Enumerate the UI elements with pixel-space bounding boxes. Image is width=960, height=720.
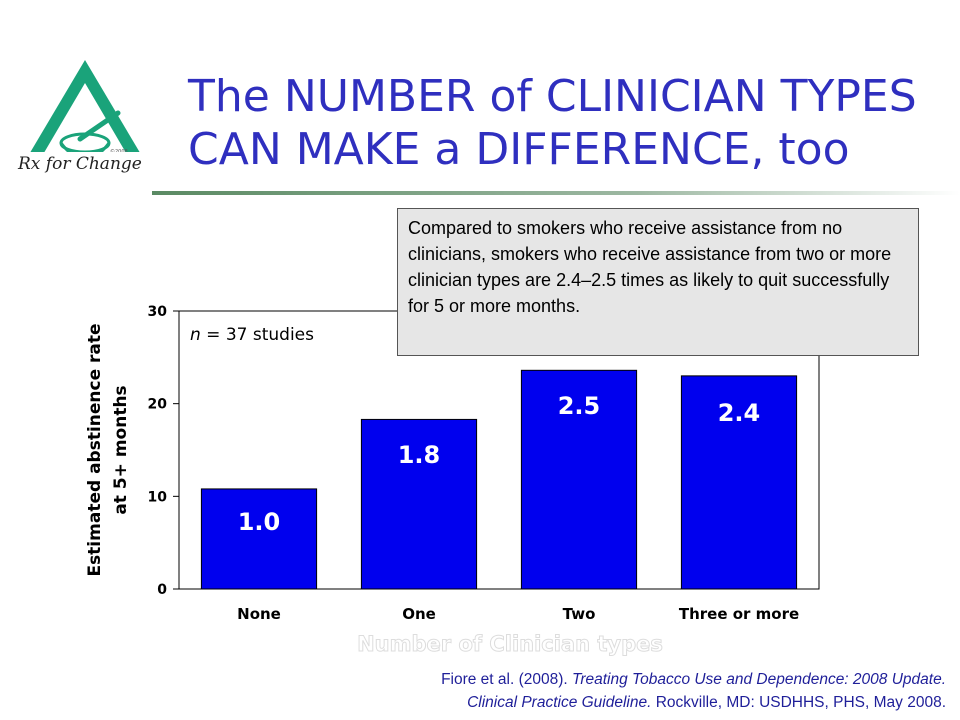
bar-data-label: 2.5 (558, 392, 601, 420)
rx-for-change-logo: ©2008 Rx for Change (10, 55, 160, 180)
bar-three-or-more (680, 375, 798, 590)
chart-annotation: n = 37 studies (190, 325, 314, 345)
bar-data-label: 2.4 (718, 399, 761, 427)
y-axis-label-line-2: at 5+ months (111, 385, 131, 514)
y-tick-label: 0 (157, 582, 167, 598)
bar-none (200, 488, 318, 590)
x-tick-label: One (402, 605, 436, 623)
logo-copyright: ©2008 (110, 148, 128, 155)
x-tick-label: Two (563, 605, 596, 623)
x-tick-label: Three or more (679, 605, 799, 623)
citation-line-1: Fiore et al. (2008). Treating Tobacco Us… (441, 671, 946, 688)
citation-line-2: Clinical Practice Guideline. Rockville, … (467, 694, 946, 711)
bar-two (520, 369, 638, 590)
bar-data-label: 1.8 (398, 441, 441, 469)
y-axis-label-line-1: Estimated abstinence rate (85, 323, 105, 576)
y-tick-label: 20 (148, 397, 168, 413)
bar-one (360, 418, 478, 590)
title-divider (152, 180, 960, 195)
slide-title: The NUMBER of CLINICIAN TYPES CAN MAKE a… (188, 70, 948, 176)
citation: Fiore et al. (2008). Treating Tobacco Us… (441, 668, 946, 714)
title-line-1: The NUMBER of CLINICIAN TYPES (188, 71, 917, 122)
y-tick-label: 30 (148, 304, 168, 320)
logo-text: Rx for Change (17, 154, 142, 174)
x-axis-label: Number of Clinician types (357, 632, 663, 656)
callout-box: Compared to smokers who receive assistan… (397, 208, 919, 356)
title-line-2: CAN MAKE a DIFFERENCE, too (188, 124, 850, 175)
x-tick-label: None (237, 605, 281, 623)
bar-data-label: 1.0 (238, 508, 281, 536)
y-tick-label: 10 (148, 489, 168, 505)
